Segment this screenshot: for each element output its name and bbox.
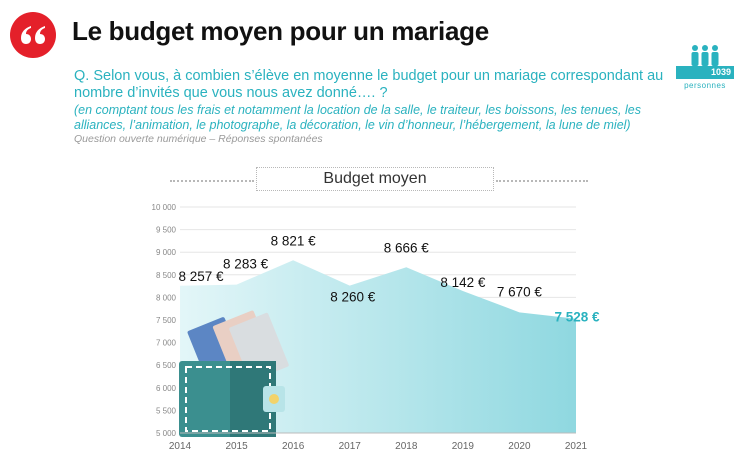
data-label: 8 283 € bbox=[223, 257, 269, 272]
x-tick-label: 2014 bbox=[169, 441, 192, 452]
x-tick-label: 2020 bbox=[508, 441, 531, 452]
x-tick-label: 2016 bbox=[282, 441, 305, 452]
question-precision: (en comptant tous les frais et notamment… bbox=[74, 103, 641, 132]
y-tick-label: 9 500 bbox=[156, 226, 177, 235]
wallet-illustration bbox=[179, 310, 289, 437]
respondents-label: personnes bbox=[684, 81, 726, 90]
y-tick-label: 6 000 bbox=[156, 384, 177, 393]
people-icon bbox=[691, 45, 719, 66]
x-tick-label: 2018 bbox=[395, 441, 418, 452]
x-tick-label: 2021 bbox=[565, 441, 588, 452]
data-label: 8 666 € bbox=[384, 240, 430, 255]
quote-icon bbox=[10, 12, 56, 58]
x-tick-label: 2019 bbox=[452, 441, 475, 452]
y-tick-label: 8 500 bbox=[156, 271, 177, 280]
y-tick-label: 5 000 bbox=[156, 429, 177, 438]
data-label: 7 528 € bbox=[554, 310, 600, 325]
data-label: 8 821 € bbox=[271, 233, 317, 248]
y-tick-label: 10 000 bbox=[152, 203, 177, 212]
chart-title: Budget moyen bbox=[256, 167, 494, 191]
question-text: Q. Selon vous, à combien s’élève en moye… bbox=[74, 68, 664, 101]
x-tick-label: 2015 bbox=[225, 441, 248, 452]
data-label: 8 142 € bbox=[440, 275, 486, 290]
divider-right bbox=[496, 180, 588, 182]
respondents-count: 1039 bbox=[676, 66, 734, 79]
y-tick-label: 5 500 bbox=[156, 406, 177, 415]
data-label: 8 260 € bbox=[330, 290, 376, 305]
page-title: Le budget moyen pour un mariage bbox=[72, 16, 489, 46]
respondents-badge: 1039 personnes bbox=[676, 44, 734, 94]
y-tick-label: 9 000 bbox=[156, 248, 177, 257]
data-label: 8 257 € bbox=[178, 269, 224, 284]
x-tick-label: 2017 bbox=[339, 441, 362, 452]
y-tick-label: 7 000 bbox=[156, 339, 177, 348]
question-method: Question ouverte numérique – Réponses sp… bbox=[74, 133, 323, 145]
y-tick-label: 6 500 bbox=[156, 361, 177, 370]
data-label: 7 670 € bbox=[497, 284, 543, 299]
divider-left bbox=[170, 180, 254, 182]
y-tick-label: 8 000 bbox=[156, 293, 177, 302]
y-tick-label: 7 500 bbox=[156, 316, 177, 325]
